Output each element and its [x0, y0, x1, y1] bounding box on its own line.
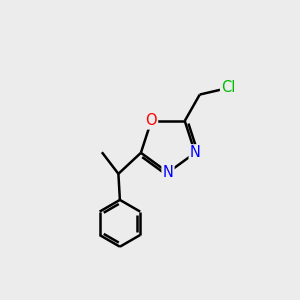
- Text: N: N: [190, 145, 200, 160]
- Text: Cl: Cl: [221, 80, 236, 95]
- Text: N: N: [163, 165, 173, 180]
- Text: O: O: [146, 113, 157, 128]
